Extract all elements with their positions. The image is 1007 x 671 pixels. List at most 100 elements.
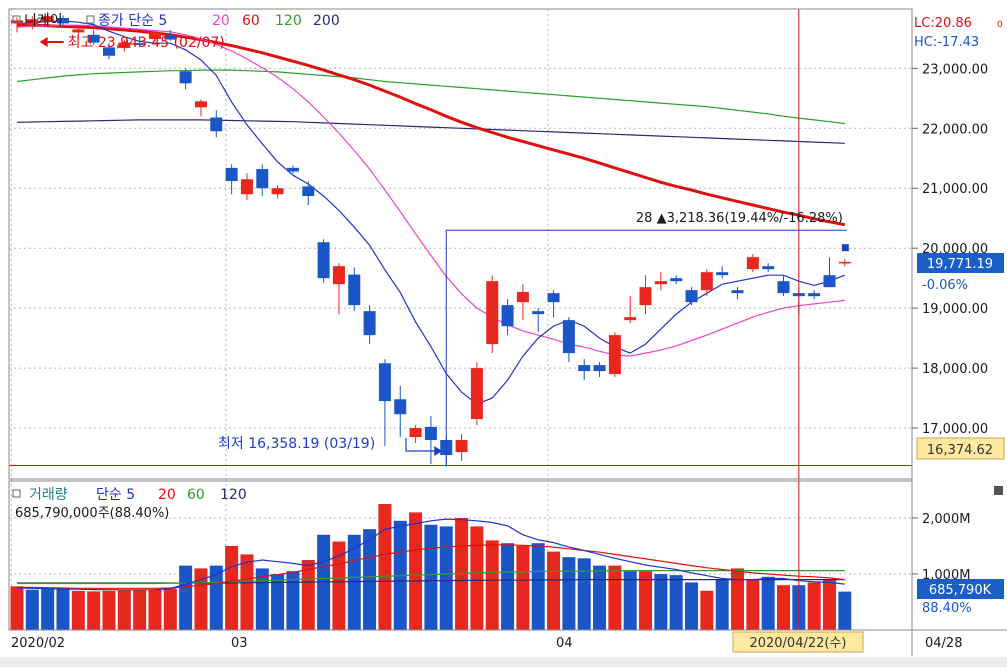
volume-bar	[654, 574, 668, 630]
candle-body	[348, 274, 361, 306]
candle-body	[133, 43, 146, 45]
volume-bar	[117, 590, 131, 630]
volume-bar	[822, 579, 836, 630]
volume-bar	[179, 565, 193, 630]
legend-ma120: 120	[275, 13, 302, 29]
x-label-right: 04/28	[925, 636, 962, 651]
candle-body	[409, 428, 422, 438]
current-volume: 685,790K	[929, 583, 992, 598]
volume-bar	[363, 529, 377, 630]
legend-symbol: 니케이	[24, 13, 63, 29]
x-label-mar: 03	[231, 636, 248, 651]
low-price-box	[916, 437, 1005, 460]
volume-bar	[286, 571, 300, 630]
legend-vol-ma20: 20	[158, 487, 176, 503]
volume-bar	[301, 560, 315, 630]
cursor-date: 2020/04/22(수)	[749, 636, 846, 651]
candle-body	[624, 317, 637, 321]
volume-bar	[347, 534, 361, 630]
volume-bars	[10, 504, 852, 630]
candle-body	[731, 290, 744, 294]
candle-body	[532, 311, 545, 315]
candle-body	[317, 242, 330, 279]
volume-bar	[378, 504, 392, 630]
candle-body	[700, 272, 713, 291]
price-tick-label: 19,000.00	[922, 302, 988, 317]
candle-body	[72, 29, 85, 33]
volume-bar	[501, 543, 515, 630]
volume-bar	[577, 558, 591, 630]
ma200-line	[16, 119, 845, 144]
annotations: 28 ▲3,218.36(19.44%/-16.28%) 최고 23,943.45…	[9, 9, 912, 630]
bottom-toolbar[interactable]	[0, 657, 1007, 667]
lc-value: LC:20.86	[914, 16, 972, 31]
volume-bar	[271, 574, 285, 630]
candle-body	[378, 363, 391, 402]
candle-body	[194, 101, 207, 108]
candle-body	[654, 281, 667, 285]
vol-ma60-line	[17, 570, 845, 585]
vol-ma20-line	[17, 544, 845, 589]
legend-marker	[86, 15, 95, 24]
candle-body	[501, 305, 514, 327]
current-volume-pct: 88.40%	[922, 601, 972, 616]
x-label-apr: 04	[556, 636, 573, 651]
volume-bar	[87, 591, 101, 630]
legend-ma60: 60	[242, 13, 260, 29]
price-tick-label: 22,000.00	[922, 122, 988, 137]
vol-ma5-line	[16, 518, 845, 591]
current-price-box	[917, 253, 1004, 273]
volume-legend: 거래량 단순 5 20 60 120 685,790,000주(88.40%)	[12, 486, 1003, 521]
candle-body	[470, 368, 483, 420]
candle-body	[394, 399, 407, 415]
legend-volume: 거래량	[29, 487, 68, 503]
candle-body	[286, 167, 299, 172]
close-panel-icon[interactable]	[994, 486, 1003, 495]
high-arrowhead	[39, 37, 48, 47]
candle-body	[685, 290, 698, 303]
volume-bar	[669, 575, 683, 630]
volume-bar	[148, 589, 162, 630]
legend-ma-type: 종가 단순 5	[98, 13, 167, 29]
candle-body	[716, 272, 729, 276]
candle-body	[271, 188, 284, 195]
candle-body	[11, 20, 23, 24]
volume-bar	[332, 541, 346, 630]
candle-body	[87, 34, 100, 43]
volume-bar	[623, 571, 637, 630]
volume-bar	[608, 565, 622, 630]
lc-suffix: 0	[997, 20, 1003, 30]
candle-body	[762, 266, 775, 270]
legend-ma200: 200	[313, 13, 340, 29]
legend-marker	[12, 15, 21, 24]
volume-bar	[133, 589, 147, 630]
ma20-line	[16, 24, 845, 357]
candle-body	[256, 169, 269, 189]
candle-body	[240, 179, 253, 195]
high-annotation: 최고 23,943.45 (02/07)	[68, 35, 225, 51]
volume-bar	[731, 568, 745, 630]
legend-vol-ma60: 60	[187, 487, 205, 503]
range-box	[445, 229, 847, 467]
current-price: 19,771.19	[927, 257, 993, 272]
volume-bar	[485, 540, 499, 630]
volume-bar	[516, 546, 530, 630]
volume-bar	[593, 565, 607, 630]
volume-bar	[700, 590, 714, 630]
candle-body	[593, 365, 606, 372]
candle-body	[455, 440, 468, 453]
volume-bar	[838, 591, 852, 630]
legend-vol-ma5: 단순 5	[96, 487, 135, 503]
candle-body	[639, 287, 652, 306]
candle-body	[424, 426, 437, 441]
x-label-feb: 2020/02	[11, 636, 65, 651]
low-annotation: 최저 16,358.19 (03/19)	[218, 436, 375, 452]
candle-body	[823, 275, 836, 288]
candle-body	[746, 257, 759, 270]
volume-bar	[56, 588, 70, 630]
low-arrowhead	[434, 446, 443, 456]
candle-body	[608, 335, 621, 375]
candle-body	[332, 266, 345, 285]
